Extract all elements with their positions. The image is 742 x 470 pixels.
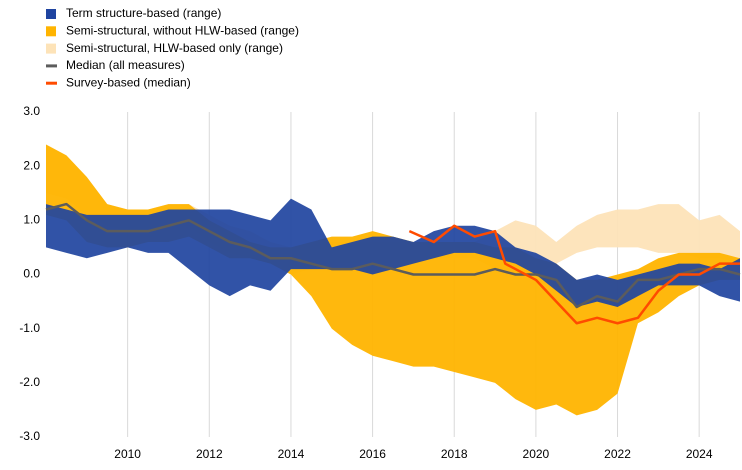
- line: [45, 202, 741, 309]
- legend-label: Survey-based (median): [66, 75, 191, 89]
- legend-label: Semi-structural, without HLW-based (rang…: [66, 23, 299, 37]
- x-tick-label: 2022: [604, 447, 631, 461]
- legend-label: Semi-structural, HLW-based only (range): [66, 41, 283, 55]
- y-tick-label: 0.0: [23, 267, 40, 281]
- x-tick-label: 2014: [278, 447, 305, 461]
- x-tick-label: 2010: [114, 447, 141, 461]
- x-tick-label: 2018: [441, 447, 468, 461]
- x-tick-label: 2024: [686, 447, 713, 461]
- range-band: [46, 144, 740, 416]
- legend-label: Median (all measures): [66, 58, 185, 72]
- x-tick-label: 2020: [523, 447, 550, 461]
- legend-swatch: [46, 43, 56, 54]
- x-tick-label: 2016: [359, 447, 386, 461]
- legend: Term structure-based (range) Semi-structu…: [46, 6, 299, 89]
- line: [408, 224, 740, 325]
- plot-area: [45, 144, 741, 416]
- y-tick-label: 1.0: [23, 213, 40, 227]
- legend-swatch: [46, 26, 56, 37]
- legend-label: Term structure-based (range): [66, 6, 221, 20]
- x-tick-label: 2012: [196, 447, 223, 461]
- y-tick-label: -3.0: [19, 429, 40, 443]
- y-tick-label: -2.0: [19, 375, 40, 389]
- y-tick-label: 3.0: [23, 104, 40, 118]
- y-tick-label: -1.0: [19, 321, 40, 335]
- legend-swatch: [46, 9, 56, 19]
- range-band: [46, 198, 740, 307]
- y-tick-label: 2.0: [23, 158, 40, 172]
